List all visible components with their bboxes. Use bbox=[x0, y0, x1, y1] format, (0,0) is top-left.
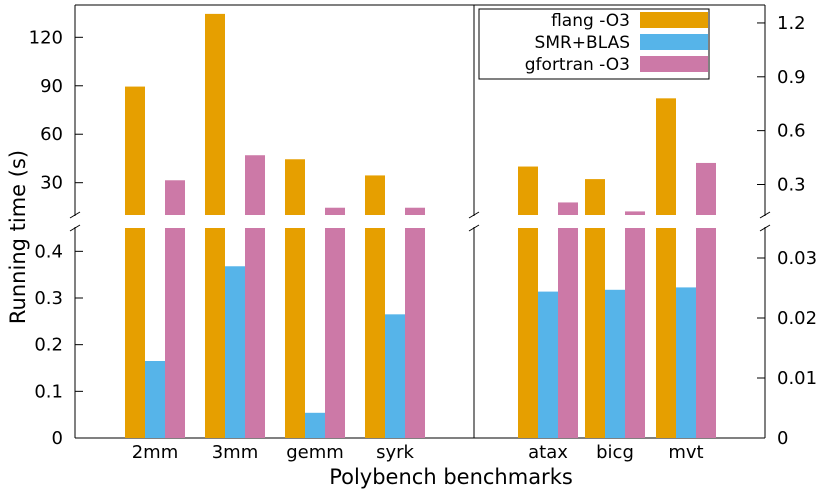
bar-gemm-flang-o3-upper bbox=[285, 159, 305, 215]
bar-gemm-smr-blas bbox=[305, 412, 325, 438]
bar-bicg-smr-blas bbox=[605, 289, 625, 438]
bars bbox=[125, 13, 716, 438]
bar-bicg-flang-o3-upper bbox=[585, 179, 605, 215]
bar-bicg-gfortran-o3-upper bbox=[625, 211, 645, 215]
bar-atax-gfortran-o3-upper bbox=[558, 202, 578, 215]
legend-swatch bbox=[640, 34, 708, 50]
y-tick-label: 0.02 bbox=[777, 308, 817, 329]
x-tick-label-bicg: bicg bbox=[596, 442, 634, 463]
bar-atax-smr-blas bbox=[538, 291, 558, 438]
bar-mvt-gfortran-o3-lower bbox=[696, 228, 716, 438]
bar-2mm-smr-blas bbox=[145, 361, 165, 438]
axis-break-mark bbox=[759, 211, 771, 219]
legend-swatch bbox=[640, 12, 708, 28]
bar-bicg-flang-o3-lower bbox=[585, 228, 605, 438]
bar-mvt-flang-o3-upper bbox=[656, 98, 676, 215]
bar-syrk-gfortran-o3-upper bbox=[405, 207, 425, 215]
y-tick-label: 0.9 bbox=[777, 67, 806, 88]
bar-atax-flang-o3-lower bbox=[518, 228, 538, 438]
axis-break-mark bbox=[468, 224, 480, 232]
axis-break-mark bbox=[759, 224, 771, 232]
bar-gemm-flang-o3-lower bbox=[285, 228, 305, 438]
bar-2mm-flang-o3-upper bbox=[125, 86, 145, 215]
bar-gemm-gfortran-o3-lower bbox=[325, 228, 345, 438]
bar-2mm-flang-o3-lower bbox=[125, 228, 145, 438]
x-tick-label-syrk: syrk bbox=[376, 442, 414, 463]
y-tick-label: 0.01 bbox=[777, 368, 817, 389]
bar-2mm-gfortran-o3-lower bbox=[165, 228, 185, 438]
axes bbox=[69, 4, 771, 439]
bar-gemm-gfortran-o3-upper bbox=[325, 207, 345, 215]
bar-bicg-gfortran-o3-lower bbox=[625, 228, 645, 438]
tick-labels: 30 60 90 120 0 0.1 0.2 0.3 0.4 2mm 3mm gemm syrk 0.3 0… bbox=[29, 13, 817, 463]
x-tick-label-mvt: mvt bbox=[668, 442, 703, 463]
bar-syrk-smr-blas bbox=[385, 314, 405, 438]
y-tick-label: 60 bbox=[40, 124, 63, 145]
y-tick-label: 0.4 bbox=[34, 241, 63, 262]
y-tick-label: 0 bbox=[52, 428, 63, 449]
x-tick-label-2mm: 2mm bbox=[132, 442, 179, 463]
y-tick-label: 0.3 bbox=[777, 174, 806, 195]
legend-label: gfortran -O3 bbox=[525, 55, 630, 75]
y-tick-label: 0.6 bbox=[777, 121, 806, 142]
x-tick-label-gemm: gemm bbox=[286, 442, 344, 463]
bar-mvt-smr-blas bbox=[676, 287, 696, 438]
y-tick-label: 0.3 bbox=[34, 288, 63, 309]
bar-3mm-smr-blas bbox=[225, 266, 245, 438]
bar-atax-flang-o3-upper bbox=[518, 166, 538, 215]
y-tick-label: 30 bbox=[40, 173, 63, 194]
y-tick-label: 0.2 bbox=[34, 335, 63, 356]
bar-syrk-gfortran-o3-lower bbox=[405, 228, 425, 438]
axis-break-mark bbox=[69, 211, 81, 219]
axis-break-mark bbox=[468, 211, 480, 219]
legend-swatch bbox=[640, 56, 708, 72]
axis-break-gap bbox=[759, 216, 771, 227]
legend-label: flang -O3 bbox=[551, 11, 630, 31]
bar-3mm-flang-o3-upper bbox=[205, 13, 225, 216]
y-tick-label: 120 bbox=[29, 27, 63, 48]
y-tick-label: 1.2 bbox=[777, 13, 806, 34]
x-tick-label-3mm: 3mm bbox=[212, 442, 259, 463]
y-tick-label: 90 bbox=[40, 76, 63, 97]
bar-syrk-flang-o3-lower bbox=[365, 228, 385, 438]
bar-3mm-flang-o3-lower bbox=[205, 228, 225, 438]
bar-syrk-flang-o3-upper bbox=[365, 175, 385, 215]
axis-break-mark bbox=[69, 224, 81, 232]
y-axis-label: Running time (s) bbox=[6, 150, 30, 324]
y-tick-label: 0.03 bbox=[777, 248, 817, 269]
y-tick-label: 0 bbox=[777, 428, 788, 449]
bar-2mm-gfortran-o3-upper bbox=[165, 180, 185, 215]
bar-atax-gfortran-o3-lower bbox=[558, 228, 578, 438]
bar-mvt-gfortran-o3-upper bbox=[696, 162, 716, 215]
bar-3mm-gfortran-o3-lower bbox=[245, 228, 265, 438]
legend-label: SMR+BLAS bbox=[535, 33, 630, 53]
bar-mvt-flang-o3-lower bbox=[656, 228, 676, 438]
x-axis-label: Polybench benchmarks bbox=[329, 465, 573, 489]
axis-break-gap bbox=[468, 216, 480, 227]
y-tick-label: 0.1 bbox=[34, 381, 63, 402]
axis-break-gap bbox=[69, 216, 81, 227]
x-tick-label-atax: atax bbox=[528, 442, 568, 463]
bar-3mm-gfortran-o3-upper bbox=[245, 155, 265, 215]
